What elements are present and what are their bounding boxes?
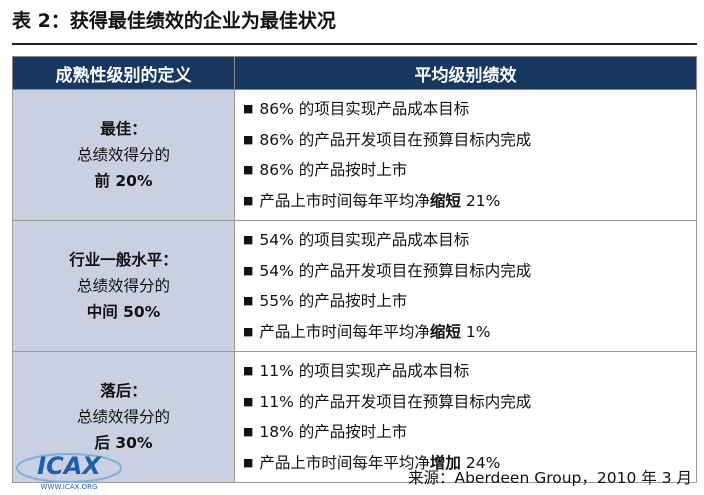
- level-share: 后 30%: [94, 434, 153, 452]
- title-rule: [12, 43, 697, 45]
- item-text: 86% 的产品开发项目在预算目标内完成: [259, 130, 532, 149]
- item-rest: 24%: [465, 453, 501, 472]
- item-text: 18% 的产品按时上市: [259, 423, 408, 441]
- item-text: 55% 的产品按时上市: [259, 292, 408, 310]
- column-header: 平均级别绩效: [234, 56, 697, 90]
- bullet: ■: [243, 163, 254, 176]
- performance-item: ■ 11% 的产品开发项目在预算目标内完成: [243, 387, 688, 418]
- level-desc: 总绩效得分的: [76, 146, 170, 164]
- item-rest: 21%: [465, 191, 501, 210]
- level-name: 行业一般水平：: [69, 251, 178, 269]
- item-text: 86% 的产品按时上市: [259, 161, 408, 179]
- bullet: ■: [243, 394, 254, 408]
- item-text: 11% 的项目实现产品成本目标: [259, 362, 470, 380]
- item-emphasis: 缩短: [429, 322, 461, 341]
- performance-item: ■ 产品上市时间每年平均净增加 24%: [243, 448, 688, 479]
- logo: ICAX WWW.ICAX.ORG: [16, 452, 122, 491]
- performance-item: ■ 86% 的产品按时上市: [243, 155, 688, 186]
- item-text: 86% 的项目实现产品成本目标: [259, 100, 470, 118]
- item-text: 产品上市时间每年平均净: [259, 322, 430, 341]
- source: 来源：Aberdeen Group，2010 年 3 月: [407, 469, 692, 487]
- performance-item: ■ 11% 的项目实现产品成本目标: [243, 356, 688, 387]
- level-share: 中间 50%: [86, 303, 161, 321]
- bullet: ■: [243, 455, 254, 469]
- level-cell: 落后： 总绩效得分的后 30%: [12, 351, 235, 483]
- item-text: 产品上市时间每年平均净: [259, 453, 430, 472]
- item-text: 54% 的项目实现产品成本目标: [259, 231, 470, 249]
- column-header: 成熟性级别的定义: [12, 56, 235, 90]
- performance-item: ■ 54% 的项目实现产品成本目标: [243, 225, 688, 256]
- bullet: ■: [243, 324, 254, 338]
- level-desc: 总绩效得分的: [76, 277, 170, 295]
- bullet: ■: [243, 364, 254, 377]
- level-share: 前 20%: [94, 172, 153, 190]
- performance-item: ■ 86% 的项目实现产品成本目标: [243, 94, 688, 125]
- performance-cell: ■ 86% 的项目实现产品成本目标 ■ 86% 的产品开发项目在预算目标内完成 ■ 86%…: [234, 89, 697, 221]
- level-desc: 总绩效得分的: [76, 408, 170, 426]
- performance-item: ■ 86% 的产品开发项目在预算目标内完成: [243, 125, 688, 156]
- performance-cell: ■ 54% 的项目实现产品成本目标 ■ 54% 的产品开发项目在预算目标内完成 ■ 55%…: [234, 220, 697, 352]
- bullet: ■: [243, 233, 254, 246]
- item-emphasis: 增加: [429, 453, 461, 472]
- performance-cell: ■ 11% 的项目实现产品成本目标 ■ 11% 的产品开发项目在预算目标内完成 ■ 18%…: [234, 351, 697, 483]
- item-rest: 1%: [465, 322, 491, 341]
- table-row: 行业一般水平： 总绩效得分的 中间 50% ■ 54% 的项目实现产品成本目标 ■ 54% …: [12, 220, 697, 352]
- bullet: ■: [243, 425, 254, 438]
- performance-item: ■ 产品上市时间每年平均净缩短 21%: [243, 186, 688, 217]
- bullet: ■: [243, 294, 254, 307]
- logo-ring: [16, 453, 122, 483]
- logo-url: WWW.ICAX.ORG: [41, 483, 98, 491]
- bullet: ■: [243, 263, 254, 277]
- performance-item: ■ 18% 的产品按时上市: [243, 417, 688, 448]
- table-row: 最佳： 总绩效得分的前 20% ■ 86% 的项目实现产品成本目标 ■ 86% 的产品开发…: [12, 89, 697, 221]
- performance-item: ■ 产品上市时间每年平均净缩短 1%: [243, 317, 688, 348]
- table-body: 最佳： 总绩效得分的前 20% ■ 86% 的项目实现产品成本目标 ■ 86% 的产品开发…: [12, 89, 697, 483]
- bullet: ■: [243, 132, 254, 146]
- title: 表 2：获得最佳绩效的企业为最佳状况: [12, 10, 336, 32]
- level-cell: 最佳： 总绩效得分的前 20%: [12, 89, 235, 221]
- item-text: 产品上市时间每年平均净: [259, 191, 430, 210]
- level-name: 最佳：: [100, 120, 147, 138]
- table-row: 落后： 总绩效得分的后 30% ■ 11% 的项目实现产品成本目标 ■ 11% 的产品开发…: [12, 351, 697, 483]
- item-emphasis: 缩短: [429, 191, 461, 210]
- item-text: 54% 的产品开发项目在预算目标内完成: [259, 261, 532, 280]
- level-name: 落后：: [100, 382, 147, 400]
- performance-item: ■ 55% 的产品按时上市: [243, 286, 688, 317]
- level-cell: 行业一般水平： 总绩效得分的 中间 50%: [12, 220, 235, 352]
- performance-item: ■ 54% 的产品开发项目在预算目标内完成: [243, 256, 688, 287]
- item-text: 11% 的产品开发项目在预算目标内完成: [259, 392, 532, 411]
- bullet: ■: [243, 102, 254, 115]
- logo-text: ICAX: [37, 452, 102, 480]
- bullet: ■: [243, 193, 254, 207]
- table: 成熟性级别的定义 平均级别绩效 最佳： 总绩效得分的前 20% ■ 86% 的项目实现…: [12, 56, 697, 483]
